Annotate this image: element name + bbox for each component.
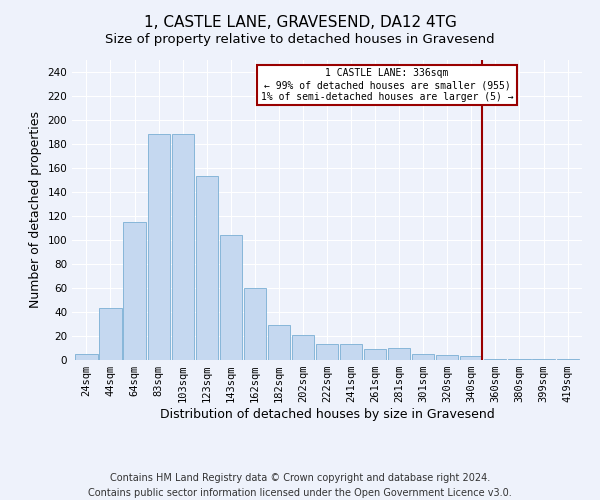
Bar (268, 325, 290, 360)
Bar (196, 176, 218, 360)
Bar (148, 134, 170, 360)
Text: 1 CASTLE LANE: 336sqm
← 99% of detached houses are smaller (955)
1% of semi-deta: 1 CASTLE LANE: 336sqm ← 99% of detached … (261, 68, 514, 102)
Bar (292, 335, 314, 360)
Bar (76, 354, 98, 360)
Bar (557, 359, 578, 360)
Bar (508, 359, 530, 360)
Text: 1, CASTLE LANE, GRAVESEND, DA12 4TG: 1, CASTLE LANE, GRAVESEND, DA12 4TG (143, 15, 457, 30)
X-axis label: Distribution of detached houses by size in Gravesend: Distribution of detached houses by size … (160, 408, 494, 421)
Bar (316, 344, 338, 360)
Bar (436, 355, 458, 360)
Text: Contains HM Land Registry data © Crown copyright and database right 2024.
Contai: Contains HM Land Registry data © Crown c… (88, 472, 512, 498)
Bar (100, 308, 122, 360)
Bar (532, 359, 554, 360)
Bar (484, 359, 506, 360)
Bar (220, 235, 242, 360)
Y-axis label: Number of detached properties: Number of detached properties (29, 112, 42, 308)
Bar (172, 134, 194, 360)
Bar (412, 354, 434, 360)
Bar (124, 222, 146, 360)
Bar (364, 349, 386, 360)
Text: Size of property relative to detached houses in Gravesend: Size of property relative to detached ho… (105, 32, 495, 46)
Bar (340, 344, 362, 360)
Bar (388, 348, 410, 360)
Bar (460, 356, 482, 360)
Bar (244, 288, 266, 360)
